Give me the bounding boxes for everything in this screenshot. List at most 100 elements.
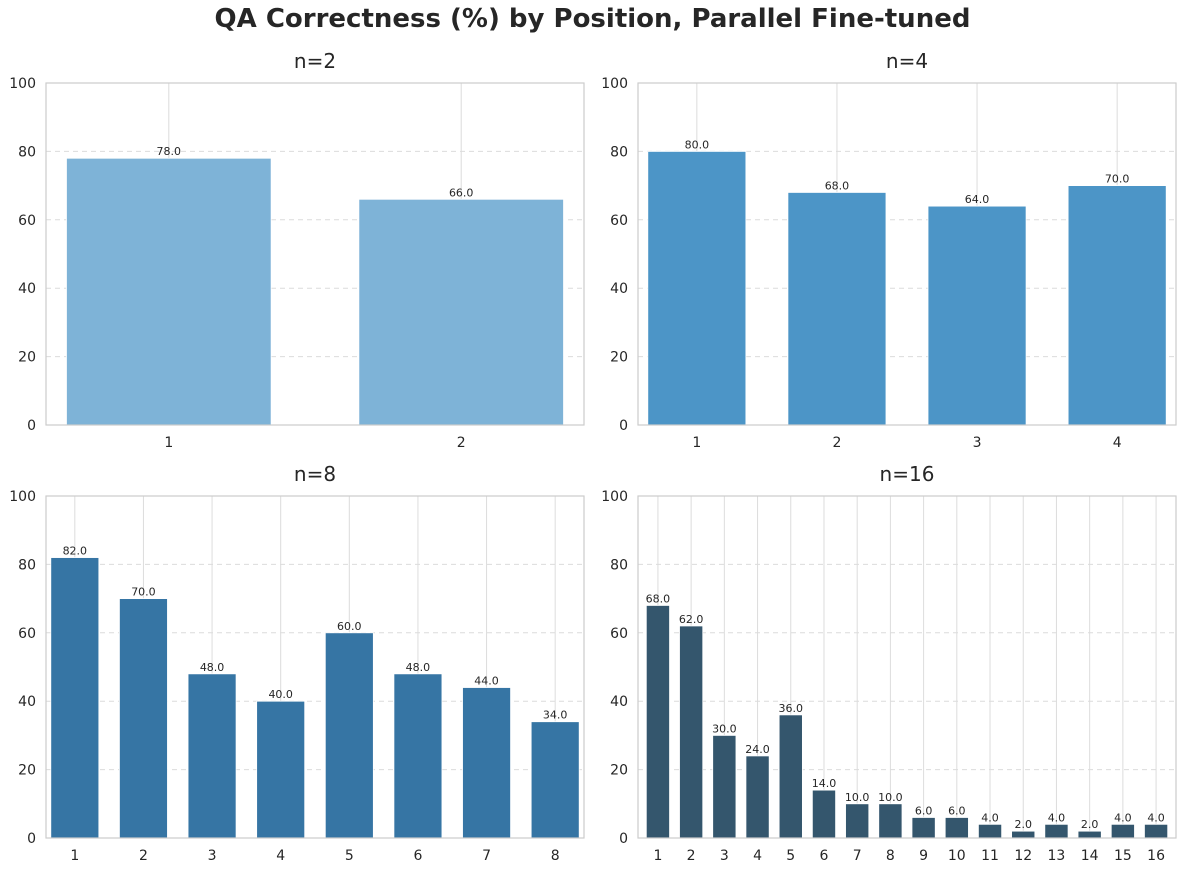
subplot-3: 82.0 70.0 48.0 40.0 60.0 48.0 44.0 34.0 0 20 40 60 8… [9, 462, 585, 864]
bar-value-label: 60.0 [337, 620, 362, 633]
x-tick-label: 16 [1147, 848, 1165, 864]
bar-value-label: 24.0 [745, 743, 770, 756]
plot-frame [637, 495, 1177, 839]
plot-frame [45, 82, 585, 426]
bar-value-label: 36.0 [779, 702, 804, 715]
bar [927, 205, 1027, 426]
bar [978, 823, 1003, 839]
x-tick-label: 6 [820, 848, 829, 864]
x-tick-label: 3 [208, 848, 217, 864]
bar [787, 192, 887, 426]
x-tick-label: 2 [139, 848, 148, 864]
bar [66, 157, 272, 426]
bar-value-label: 4.0 [1048, 811, 1066, 824]
bar [1044, 823, 1069, 839]
y-tick-label: 100 [9, 489, 36, 505]
bar [324, 632, 374, 839]
bar [462, 687, 511, 839]
bar-value-label: 4.0 [1147, 811, 1165, 824]
y-tick-label: 40 [18, 281, 36, 297]
y-tick-label: 40 [610, 281, 628, 297]
bar [256, 700, 306, 839]
plot-frame [637, 82, 1177, 426]
bar [911, 817, 936, 839]
y-tick-label: 0 [27, 418, 36, 434]
bar [50, 557, 100, 839]
bar-value-label: 44.0 [474, 675, 499, 688]
x-tick-label: 11 [981, 848, 999, 864]
subplot-title: n=8 [294, 462, 336, 486]
x-tick-label: 1 [70, 848, 79, 864]
x-tick-label: 5 [345, 848, 354, 864]
bar-value-label: 70.0 [131, 586, 156, 599]
y-tick-label: 60 [610, 626, 628, 642]
bar-value-label: 34.0 [543, 709, 568, 722]
bar [811, 789, 836, 839]
bar-value-label: 78.0 [157, 145, 182, 158]
x-tick-label: 14 [1081, 848, 1099, 864]
bar-value-label: 2.0 [1014, 818, 1032, 831]
y-tick-label: 40 [18, 694, 36, 710]
y-tick-label: 20 [18, 350, 36, 366]
bar-value-label: 82.0 [63, 545, 88, 558]
bar [878, 803, 903, 839]
bar [530, 721, 580, 839]
subplot-title: n=16 [880, 462, 935, 486]
bar-value-label: 6.0 [948, 804, 966, 817]
y-tick-label: 20 [18, 763, 36, 779]
bar-value-label: 2.0 [1081, 818, 1099, 831]
x-tick-label: 1 [692, 435, 701, 451]
bar [944, 817, 969, 839]
bar [1011, 830, 1036, 839]
x-tick-label: 12 [1014, 848, 1032, 864]
bar-value-label: 30.0 [712, 722, 737, 735]
x-tick-label: 8 [551, 848, 560, 864]
x-tick-label: 3 [973, 435, 982, 451]
bar [1077, 830, 1102, 839]
bar [1144, 823, 1169, 839]
bar [187, 673, 237, 839]
bar-value-label: 62.0 [679, 613, 704, 626]
y-tick-label: 0 [619, 831, 628, 847]
x-tick-label: 2 [687, 848, 696, 864]
bar-value-label: 48.0 [406, 661, 431, 674]
x-tick-label: 6 [413, 848, 422, 864]
bar-value-label: 68.0 [825, 179, 850, 192]
y-tick-label: 60 [18, 626, 36, 642]
bar-value-label: 4.0 [1114, 811, 1132, 824]
y-tick-label: 80 [18, 144, 36, 160]
x-tick-label: 7 [482, 848, 491, 864]
bar-value-label: 64.0 [965, 193, 990, 206]
subplot-2: 80.0 68.0 64.0 70.0 0 20 40 60 80 100 1 2 3 4 n=4 [601, 49, 1177, 451]
subplot-title: n=2 [294, 49, 336, 73]
x-tick-label: 13 [1048, 848, 1066, 864]
bar-value-label: 66.0 [449, 186, 474, 199]
bar-value-label: 40.0 [268, 688, 293, 701]
bar-value-label: 14.0 [812, 777, 837, 790]
bar [1067, 185, 1167, 426]
bar-value-label: 80.0 [685, 138, 710, 151]
y-tick-label: 60 [18, 213, 36, 229]
x-tick-label: 2 [832, 435, 841, 451]
bar-value-label: 10.0 [878, 791, 903, 804]
bar [745, 755, 770, 839]
y-tick-label: 0 [619, 418, 628, 434]
bar [778, 714, 803, 839]
subplot-title: n=4 [886, 49, 928, 73]
y-tick-label: 100 [601, 489, 628, 505]
subplot-4: 68.062.030.024.036.014.010.0 10.06.0 6.04.… [601, 462, 1177, 864]
y-tick-label: 100 [601, 76, 628, 92]
x-tick-label: 10 [948, 848, 966, 864]
x-tick-label: 3 [720, 848, 729, 864]
bar [358, 198, 564, 426]
y-tick-label: 80 [610, 144, 628, 160]
bar [1110, 823, 1135, 839]
x-tick-label: 1 [164, 435, 173, 451]
bar-value-label: 48.0 [200, 661, 225, 674]
bar [647, 150, 747, 426]
bar-value-label: 6.0 [915, 804, 933, 817]
bar-value-label: 70.0 [1105, 173, 1130, 186]
bar [119, 598, 168, 839]
bar-value-label: 68.0 [646, 592, 671, 605]
y-tick-label: 80 [18, 557, 36, 573]
